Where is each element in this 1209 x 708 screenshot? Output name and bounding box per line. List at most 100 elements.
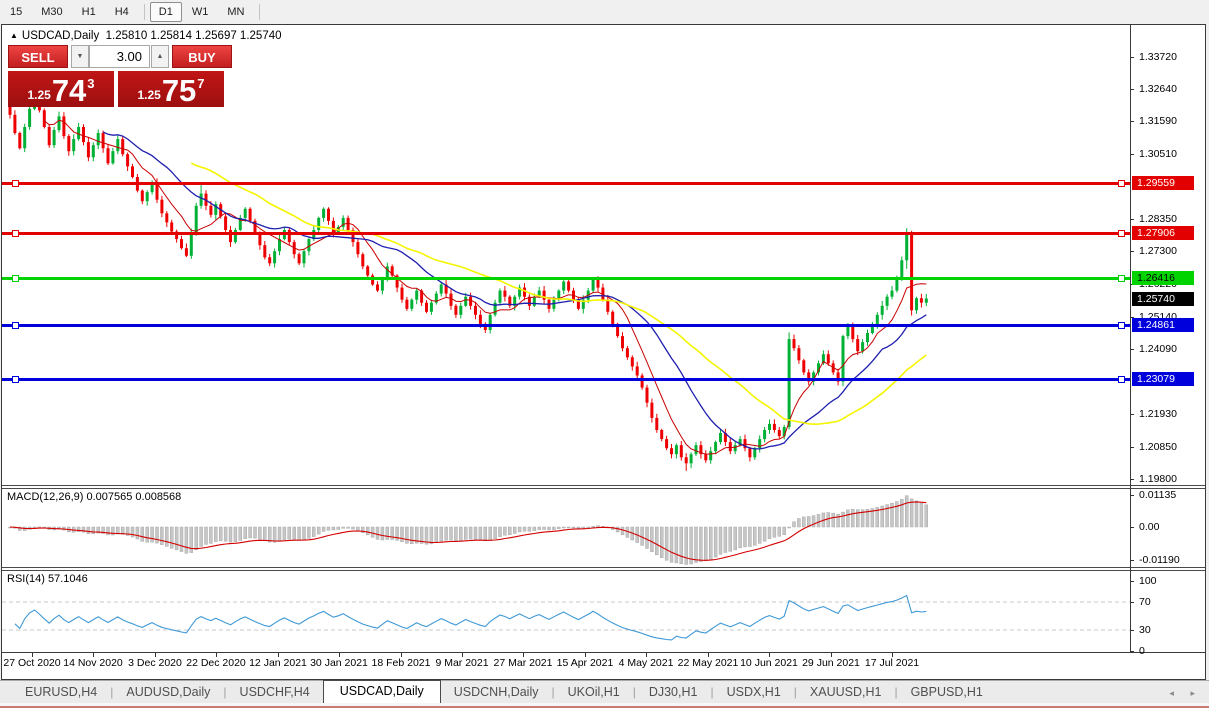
date-label: 15 Apr 2021	[556, 657, 614, 669]
timeframe-button-w1[interactable]: W1	[191, 6, 209, 18]
sell-price-big: 74	[51, 73, 87, 108]
time-tick-mark	[216, 653, 217, 657]
price-tick-label: 1.28350	[1139, 213, 1177, 226]
chart-title: ▲ USDCAD,Daily 1.25810 1.25814 1.25697 1.…	[10, 30, 282, 42]
price-tick-label: 1.30510	[1139, 147, 1177, 160]
tab-separator: |	[632, 685, 636, 699]
macd-tick-mark	[1130, 560, 1134, 561]
time-tick-mark	[831, 653, 832, 657]
time-tick-mark	[646, 653, 647, 657]
rsi-tick-mark	[1130, 651, 1134, 652]
chart-tab-usdcnh[interactable]: USDCNH,Daily	[453, 685, 539, 699]
line-handle[interactable]	[12, 229, 19, 237]
chart-tab-gbpusd[interactable]: GBPUSD,H1	[910, 685, 983, 699]
timeframe-button-d1[interactable]: D1	[149, 2, 182, 22]
price-tick-label: 1.21930	[1139, 407, 1177, 420]
price-tick-label: 1.24090	[1139, 342, 1177, 355]
tab-scroll-left-icon[interactable]: ◂	[1169, 688, 1174, 698]
price-tick-mark	[1130, 413, 1134, 415]
chart-tab-usdx[interactable]: USDX,H1	[726, 685, 781, 699]
date-label: 3 Dec 2020	[128, 657, 182, 669]
timeframe-button-h4[interactable]: H4	[114, 6, 129, 18]
timeframe-toolbar: 15 M30 H1 H4 D1 W1 MN	[0, 0, 1209, 24]
line-handle[interactable]	[12, 179, 19, 187]
horizontal-line-1.27906[interactable]	[2, 231, 1130, 235]
volume-input[interactable]	[89, 45, 150, 68]
line-handle[interactable]	[12, 322, 19, 330]
price-chart-canvas[interactable]	[2, 25, 1130, 485]
horizontal-line-1.29559[interactable]	[2, 181, 1130, 185]
chart-tab-ukoil[interactable]: UKOil,H1	[567, 685, 620, 699]
chart-tab-eurusd[interactable]: EURUSD,H4	[25, 685, 98, 699]
tab-separator: |	[110, 685, 114, 699]
time-tick-mark	[462, 653, 463, 657]
timeframe-button-m30[interactable]: M30	[41, 6, 63, 18]
tab-separator: |	[710, 685, 714, 699]
sell-price-sup: 3	[87, 76, 95, 91]
volume-decrease-button[interactable]: ▼	[71, 45, 89, 68]
chart-tab-xauusd[interactable]: XAUUSD,H1	[809, 685, 882, 699]
rsi-tick-label: 30	[1139, 624, 1151, 636]
price-line-badge-1.24861: 1.24861	[1132, 318, 1194, 333]
buy-price-display[interactable]: 1.25 75 7	[118, 71, 224, 107]
pane-separator[interactable]	[2, 485, 1205, 489]
date-label: 30 Jan 2021	[310, 657, 368, 669]
horizontal-line-1.23079[interactable]	[2, 378, 1130, 382]
tab-separator: |	[894, 685, 898, 699]
price-line-badge-1.27906: 1.27906	[1132, 225, 1194, 240]
line-handle[interactable]	[1118, 376, 1125, 384]
time-tick-mark	[523, 653, 524, 657]
tab-separator: |	[793, 685, 797, 699]
volume-increase-button[interactable]: ▲	[151, 45, 169, 68]
sell-button[interactable]: SELL	[8, 45, 68, 68]
timeframe-button-h1[interactable]: H1	[81, 6, 96, 18]
rsi-canvas[interactable]	[2, 571, 1130, 652]
date-label: 27 Oct 2020	[3, 657, 61, 669]
price-tick-mark	[1130, 446, 1134, 448]
macd-tick-label: 0.01135	[1139, 489, 1177, 502]
line-handle[interactable]	[12, 275, 19, 282]
date-label: 18 Feb 2021	[371, 657, 431, 669]
chart-area[interactable]: MACD(12,26,9) 0.007565 0.008568 RSI(14) …	[2, 25, 1205, 679]
sell-price-display[interactable]: 1.25 74 3	[8, 71, 114, 107]
line-handle[interactable]	[1118, 179, 1125, 187]
current-price-badge: 1.25740	[1132, 291, 1194, 306]
chart-tab-audusd[interactable]: AUDUSD,Daily	[126, 685, 211, 699]
time-tick-mark	[708, 653, 709, 657]
pane-separator[interactable]	[2, 567, 1205, 571]
price-tick-mark	[1130, 89, 1134, 91]
line-handle[interactable]	[1118, 322, 1125, 330]
time-tick-mark	[892, 653, 893, 657]
horizontal-line-1.26416[interactable]	[2, 277, 1130, 280]
price-tick-mark	[1130, 478, 1134, 480]
chart-title-symbol: USDCAD,Daily	[21, 30, 100, 42]
chart-tab-dj30[interactable]: DJ30,H1	[648, 685, 698, 699]
macd-canvas[interactable]	[2, 489, 1130, 567]
time-tick-mark	[155, 653, 156, 657]
macd-tick-label: -0.01190	[1139, 554, 1180, 567]
toolbar-separator	[143, 4, 145, 20]
chart-tab-usdchf[interactable]: USDCHF,H4	[239, 685, 310, 699]
collapse-triangle-icon[interactable]: ▲	[10, 31, 18, 40]
timeframe-button-mn[interactable]: MN	[227, 6, 245, 18]
buy-button[interactable]: BUY	[172, 45, 232, 68]
rsi-label: RSI(14) 57.1046	[7, 573, 88, 585]
macd-tick-mark	[1130, 527, 1134, 528]
price-axis-line	[1130, 25, 1131, 652]
line-handle[interactable]	[12, 376, 19, 384]
date-label: 14 Nov 2020	[63, 657, 123, 669]
horizontal-line-1.24861[interactable]	[2, 324, 1130, 328]
date-label: 29 Jun 2021	[802, 657, 860, 669]
tab-scroll-arrows: ◂ ▸	[1155, 688, 1195, 699]
line-handle[interactable]	[1118, 275, 1125, 282]
chart-tab-usdcad[interactable]: USDCAD,Daily	[322, 680, 441, 703]
line-handle[interactable]	[1118, 229, 1125, 237]
time-tick-mark	[585, 653, 586, 657]
price-tick-mark	[1130, 251, 1134, 253]
rsi-tick-mark	[1130, 630, 1134, 631]
tab-scroll-right-icon[interactable]: ▸	[1190, 688, 1195, 698]
buy-price-sup: 7	[197, 76, 205, 91]
chart-title-ohlc: 1.25810 1.25814 1.25697 1.25740	[105, 30, 282, 42]
timeframe-button-15[interactable]: 15	[10, 6, 23, 18]
tab-separator: |	[551, 685, 555, 699]
